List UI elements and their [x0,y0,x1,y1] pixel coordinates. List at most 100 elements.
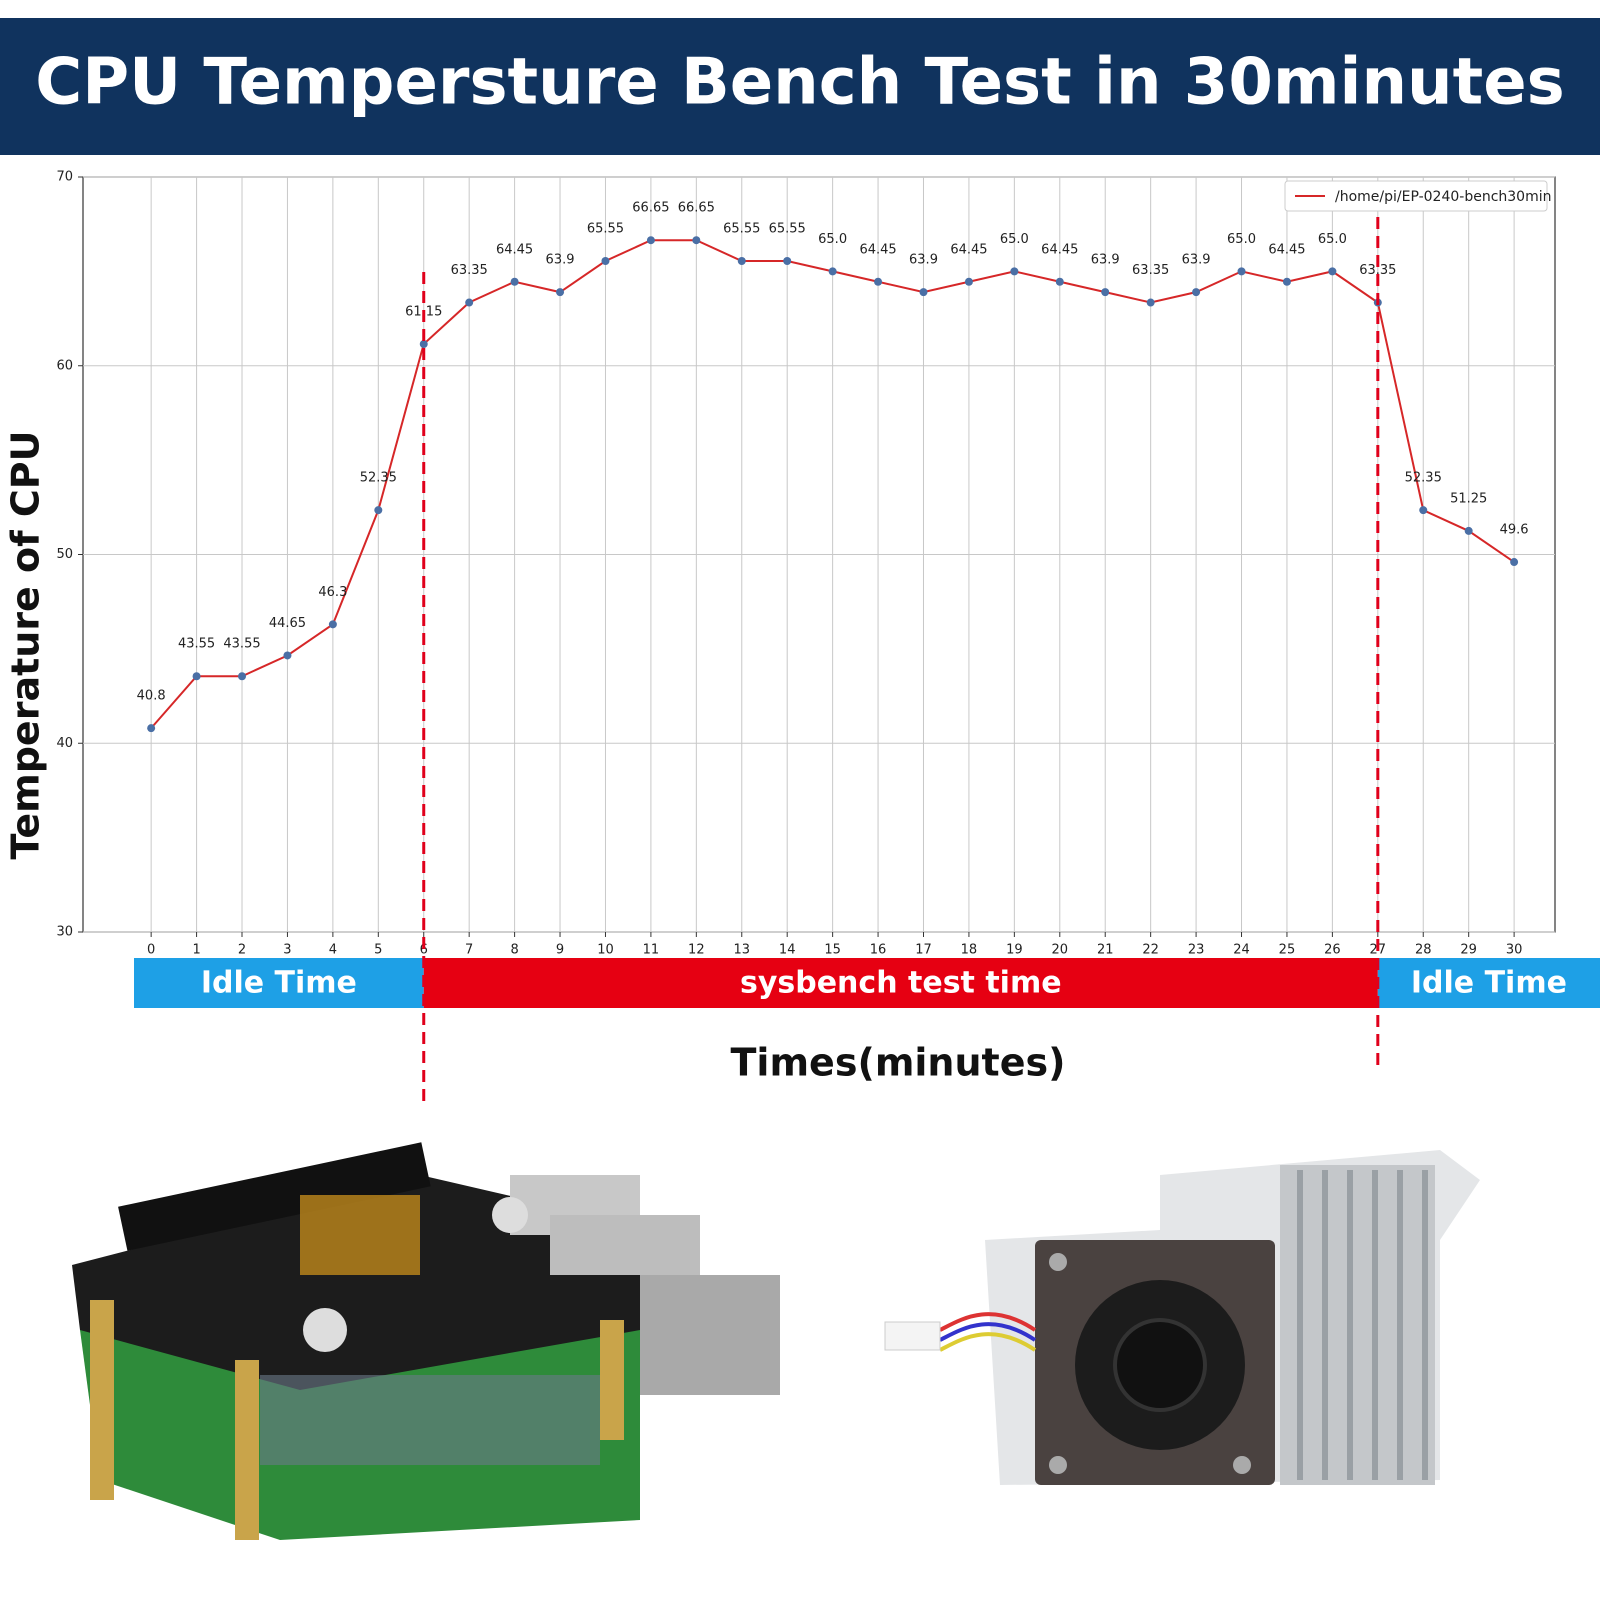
y-tick-label: 30 [56,925,73,940]
x-tick-label: 7 [465,943,473,958]
data-point [192,672,201,681]
x-tick-label: 3 [283,943,291,958]
data-label: 64.45 [496,242,533,257]
phase-band-label: Idle Time [1411,966,1567,1001]
phase-band-label: sysbench test time [740,966,1062,1001]
data-label: 63.9 [546,253,575,268]
x-tick-label: 17 [915,943,932,958]
data-point [1055,277,1064,286]
data-point [828,267,837,276]
data-label: 65.55 [723,221,760,236]
title-bar [0,18,1600,155]
phase-band [1377,958,1600,1008]
data-label: 64.45 [1041,242,1078,257]
x-tick-label: 21 [1097,943,1114,958]
x-tick-label: 26 [1324,943,1341,958]
x-tick-label: 23 [1188,943,1205,958]
data-label: 65.0 [818,232,847,247]
data-point [646,236,655,245]
data-label: 64.45 [950,242,987,257]
data-point [1146,298,1155,307]
x-tick-label: 0 [147,943,155,958]
legend-label: /home/pi/EP-0240-bench30min [1335,189,1552,205]
data-point [1464,526,1473,535]
data-label: 52.35 [360,471,397,486]
data-point [1192,288,1201,297]
data-point [238,672,247,681]
data-point [283,651,292,660]
x-tick-label: 18 [961,943,978,958]
x-tick-label: 13 [733,943,750,958]
x-tick-label: 9 [556,943,564,958]
data-point [737,256,746,265]
x-tick-label: 6 [420,943,428,958]
data-label: 44.65 [269,616,306,631]
x-tick-label: 19 [1006,943,1023,958]
data-label: 65.0 [1318,232,1347,247]
data-label: 43.55 [178,637,215,652]
x-tick-label: 16 [870,943,887,958]
data-point [1328,267,1337,276]
x-tick-label: 2 [238,943,246,958]
y-tick-label: 60 [56,358,73,373]
data-point [556,288,565,297]
data-label: 65.0 [1000,232,1029,247]
data-point [1419,506,1428,515]
data-point [601,256,610,265]
data-label: 66.65 [632,201,669,216]
data-point [147,724,156,733]
x-tick-label: 11 [643,943,660,958]
x-tick-label: 8 [510,943,518,958]
y-tick-label: 50 [56,547,73,562]
data-point [964,277,973,286]
x-tick-label: 25 [1279,943,1296,958]
x-tick-label: 29 [1460,943,1477,958]
x-axis-label: Times(minutes) [731,1041,1066,1085]
phase-band-label: Idle Time [201,966,357,1001]
data-point [1101,288,1110,297]
data-label: 64.45 [1268,242,1305,257]
data-label: 63.9 [909,253,938,268]
y-tick-label: 70 [56,170,73,185]
data-point [783,256,792,265]
phase-band [423,958,1378,1008]
x-tick-label: 30 [1506,943,1523,958]
chart-title: CPU Tempersture Bench Test in 30minutes [35,46,1564,120]
data-point [919,288,928,297]
x-tick-label: 4 [329,943,337,958]
x-tick-label: 5 [374,943,382,958]
data-label: 49.6 [1500,523,1529,538]
data-label: 46.3 [318,585,347,600]
x-tick-label: 28 [1415,943,1432,958]
data-label: 65.55 [587,221,624,236]
data-point [692,236,701,245]
data-point [419,340,428,349]
data-label: 63.35 [1359,263,1396,278]
data-label: 66.65 [678,201,715,216]
fan-photo [884,1150,1480,1485]
x-tick-label: 15 [824,943,841,958]
data-point [1282,277,1291,286]
data-label: 40.8 [137,689,166,704]
data-label: 63.9 [1182,253,1211,268]
data-label: 65.0 [1227,232,1256,247]
data-point [465,298,474,307]
x-tick-label: 20 [1052,943,1069,958]
x-tick-label: 1 [192,943,200,958]
data-label: 63.35 [451,263,488,278]
legend-box [1284,180,1548,212]
x-tick-label: 12 [688,943,705,958]
y-axis-label: Temperature of CPU [4,430,48,859]
data-label: 52.35 [1405,471,1442,486]
data-point [1237,267,1246,276]
data-label: 65.55 [769,221,806,236]
phase-band [134,958,424,1008]
data-label: 63.9 [1091,253,1120,268]
x-tick-label: 22 [1142,943,1159,958]
data-label: 51.25 [1450,491,1487,506]
data-label: 64.45 [859,242,896,257]
y-tick-label: 40 [56,736,73,751]
x-tick-label: 14 [779,943,796,958]
data-point [328,620,337,629]
